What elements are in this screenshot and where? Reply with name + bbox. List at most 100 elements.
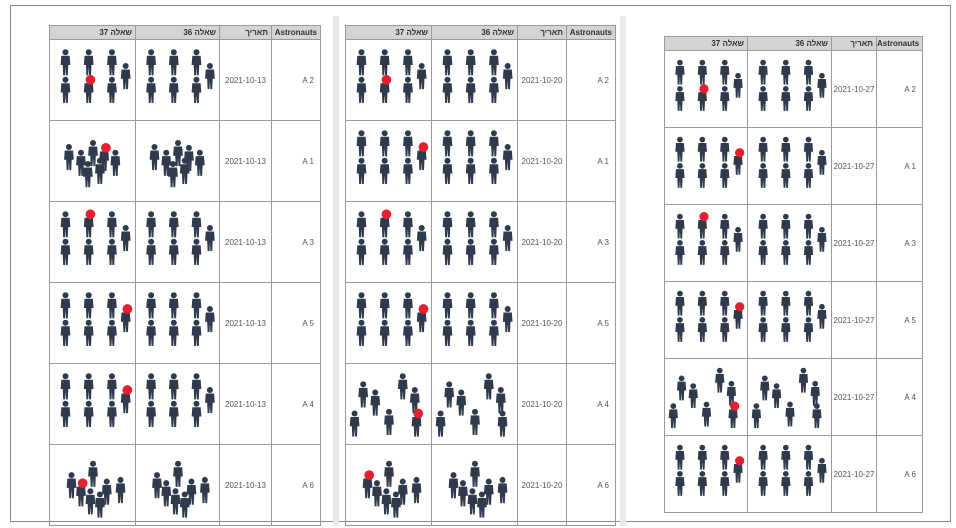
person-icon xyxy=(83,400,94,427)
person-icon xyxy=(146,49,156,76)
person-icon xyxy=(483,373,494,400)
person-icon xyxy=(720,316,730,342)
person-icon xyxy=(470,408,480,436)
person-icon xyxy=(758,470,768,496)
person-icon xyxy=(810,380,820,406)
person-icon xyxy=(720,136,730,162)
table-row: 2021-10-13 A 5 xyxy=(49,282,321,364)
person-icon xyxy=(168,319,179,346)
person-icon xyxy=(697,444,707,470)
people-figure xyxy=(448,460,508,518)
person-icon xyxy=(781,162,791,188)
person-icon xyxy=(356,238,367,265)
person-icon xyxy=(168,238,179,265)
person-icon xyxy=(812,403,822,429)
q37-figure-cell xyxy=(345,282,432,364)
person-icon xyxy=(146,373,156,400)
person-icon xyxy=(697,316,707,342)
person-icon xyxy=(101,478,112,505)
selection-marker-icon xyxy=(381,74,392,85)
person-icon xyxy=(489,157,499,184)
person-icon xyxy=(758,239,768,265)
person-icon xyxy=(403,76,413,103)
person-icon xyxy=(489,49,499,76)
q36-figure-cell xyxy=(747,435,832,513)
selection-marker-icon xyxy=(735,456,745,466)
person-icon xyxy=(107,319,117,346)
person-icon xyxy=(720,162,730,188)
person-icon xyxy=(60,238,71,265)
person-icon xyxy=(442,157,453,184)
q36-figure-cell xyxy=(747,50,832,128)
person-icon xyxy=(146,211,156,238)
person-icon xyxy=(95,157,105,184)
person-icon xyxy=(489,211,499,238)
date-cell: 2021-10-27 xyxy=(831,358,877,436)
person-icon xyxy=(205,306,215,333)
astronaut-cell: A 2 xyxy=(271,39,321,121)
person-icon xyxy=(200,476,210,504)
people-figure xyxy=(442,130,513,184)
person-icon xyxy=(168,76,179,103)
person-icon xyxy=(191,49,202,76)
person-icon xyxy=(384,460,394,487)
person-icon xyxy=(191,292,202,319)
person-icon xyxy=(489,130,499,157)
person-icon xyxy=(465,49,476,76)
person-icon xyxy=(411,476,422,504)
person-icon xyxy=(179,491,190,518)
header-q36: שאלה 36 xyxy=(135,25,220,40)
person-icon xyxy=(803,162,814,188)
person-icon xyxy=(675,290,685,316)
person-icon xyxy=(803,316,814,342)
person-icon xyxy=(448,472,459,499)
date-cell: 2021-10-20 xyxy=(517,282,567,364)
person-icon xyxy=(173,139,183,167)
person-icon xyxy=(697,470,707,496)
people-figure xyxy=(149,139,205,188)
astronaut-cell: A 1 xyxy=(876,127,923,205)
people-figure xyxy=(356,49,427,103)
person-icon xyxy=(442,238,453,265)
person-icon xyxy=(83,319,94,346)
person-icon xyxy=(502,225,513,252)
person-icon xyxy=(758,290,768,316)
person-icon xyxy=(720,444,730,470)
person-icon xyxy=(95,491,105,518)
person-icon xyxy=(442,319,453,346)
astronaut-cell: A 5 xyxy=(876,281,923,359)
person-icon xyxy=(435,410,446,437)
selection-marker-icon xyxy=(85,209,96,220)
table-row: 2021-10-20 A 1 xyxy=(345,120,616,202)
people-figure xyxy=(66,460,126,518)
person-icon xyxy=(758,136,768,162)
person-icon xyxy=(82,161,93,188)
astronaut-cell: A 4 xyxy=(271,363,321,445)
people-figure xyxy=(751,367,822,429)
person-icon xyxy=(470,460,480,487)
person-icon xyxy=(697,290,707,316)
selection-marker-icon xyxy=(730,401,740,411)
person-icon xyxy=(191,400,202,427)
person-icon xyxy=(370,389,381,416)
q37-figure-cell xyxy=(345,444,432,526)
person-icon xyxy=(502,63,513,90)
person-icon xyxy=(120,225,131,252)
table-row: 2021-10-13 A 1 xyxy=(49,120,321,202)
person-icon xyxy=(356,130,367,157)
results-table-1: שאלה 37 שאלה 36 תאריך Astronauts 2021-10… xyxy=(49,25,321,526)
astronaut-cell: A 6 xyxy=(566,444,616,526)
astronaut-cell: A 2 xyxy=(876,50,923,128)
person-icon xyxy=(403,211,413,238)
people-figure xyxy=(442,211,513,265)
person-icon xyxy=(758,162,768,188)
people-figure xyxy=(152,460,210,518)
person-icon xyxy=(168,373,179,400)
q36-figure-cell xyxy=(135,39,220,121)
person-icon xyxy=(168,49,179,76)
astronaut-cell: A 4 xyxy=(566,363,616,445)
person-icon xyxy=(379,292,390,319)
person-icon xyxy=(379,130,390,157)
astronaut-cell: A 3 xyxy=(876,204,923,282)
astronaut-cell: A 3 xyxy=(271,201,321,283)
